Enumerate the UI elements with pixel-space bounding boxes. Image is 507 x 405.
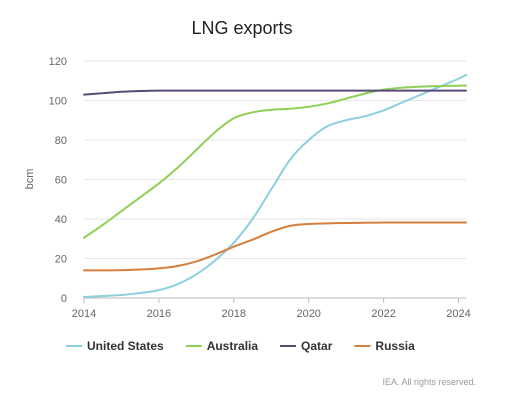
x-tick-label: 2022 — [371, 308, 395, 320]
y-tick-label: 40 — [55, 214, 67, 226]
y-axis-label: bcm — [24, 169, 36, 190]
x-tick-label: 2016 — [147, 308, 171, 320]
legend-label: Australia — [207, 339, 259, 353]
y-tick-label: 60 — [55, 175, 67, 187]
series-line-russia — [83, 221, 467, 272]
y-tick-label: 120 — [49, 56, 67, 68]
credit-text: IEA. All rights reserved. — [382, 377, 476, 387]
legend-label: United States — [87, 339, 164, 353]
legend-item-qatar: Qatar — [280, 339, 333, 353]
series-line-united-states — [83, 73, 467, 299]
y-tick-labels: 0 20 40 60 80 100 120 — [49, 56, 67, 305]
y-tick-label: 0 — [61, 293, 67, 305]
legend: United States Australia Qatar Russia — [66, 339, 415, 353]
series-line-australia — [83, 84, 467, 239]
chart-title: LNG exports — [191, 18, 292, 38]
y-tick-label: 20 — [55, 254, 67, 266]
x-tick-label: 2018 — [222, 308, 246, 320]
y-tick-label: 100 — [49, 96, 67, 108]
y-tick-label: 80 — [55, 135, 67, 147]
series-line-qatar — [83, 89, 467, 96]
legend-item-united-states: United States — [66, 339, 164, 353]
legend-item-australia: Australia — [185, 339, 259, 353]
x-axis: 2014 2016 2018 2020 2022 2024 — [72, 298, 471, 320]
legend-item-russia: Russia — [354, 339, 415, 353]
gridlines — [84, 60, 466, 299]
legend-label: Russia — [375, 339, 415, 353]
x-tick-label: 2024 — [446, 308, 470, 320]
x-tick-label: 2014 — [72, 308, 96, 320]
series-lines — [83, 73, 467, 299]
x-tick-label: 2020 — [296, 308, 320, 320]
legend-label: Qatar — [301, 339, 333, 353]
